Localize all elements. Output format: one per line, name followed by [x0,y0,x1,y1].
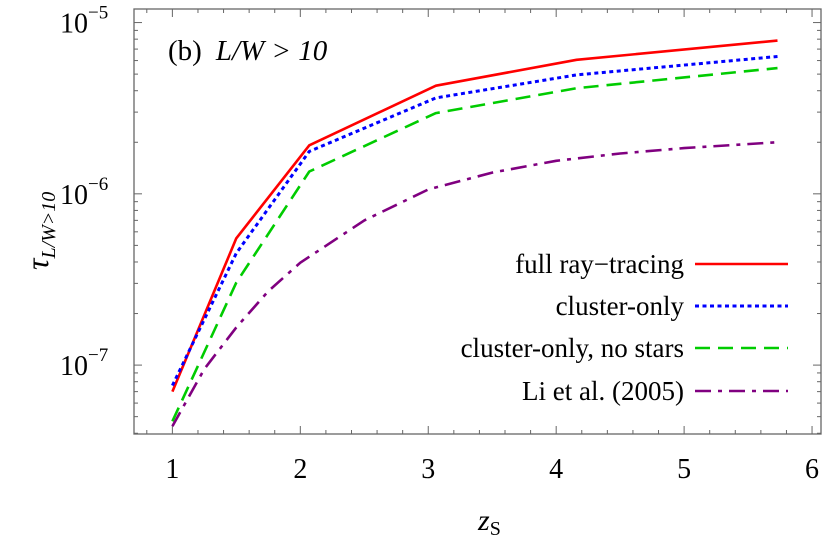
legend-label: cluster-only, no stars [461,333,684,363]
series-line [171,141,777,427]
y-tick-labels: 10−5 10−6 10−7 [60,3,108,383]
y-tick-label: 10−5 [60,3,108,40]
x-tick-label: 2 [293,454,307,485]
series-line [171,66,778,422]
x-tick-label: 4 [549,454,563,485]
legend-item: cluster-only, no stars [461,333,788,363]
x-axis-label: zS [477,504,501,540]
y-axis-label: τL/W>10 [19,192,60,270]
series-line [171,55,778,387]
legend-item: cluster-only [556,291,788,321]
plot-frame [133,8,822,435]
y-tick-label: 10−7 [60,345,108,382]
y-tick-label: 10−6 [60,174,108,211]
x-tick-label: 1 [165,454,179,485]
x-tick-labels: 1 2 3 4 5 6 [165,454,819,485]
series-lines [171,39,778,427]
legend-item: full ray−tracing [515,249,788,279]
series-line [171,39,778,393]
x-tick-label: 5 [677,454,691,485]
legend-item: Li et al. (2005) [522,376,788,406]
legend-label: full ray−tracing [515,249,684,279]
axis-ticks [134,9,821,434]
panel-label: (b) L/W > 10 [168,35,328,67]
legend-label: Li et al. (2005) [522,376,684,406]
legend: full ray−tracing cluster-only cluster-only… [461,249,788,406]
legend-label: cluster-only [556,291,685,321]
x-tick-label: 3 [421,454,435,485]
x-tick-label: 6 [805,454,819,485]
